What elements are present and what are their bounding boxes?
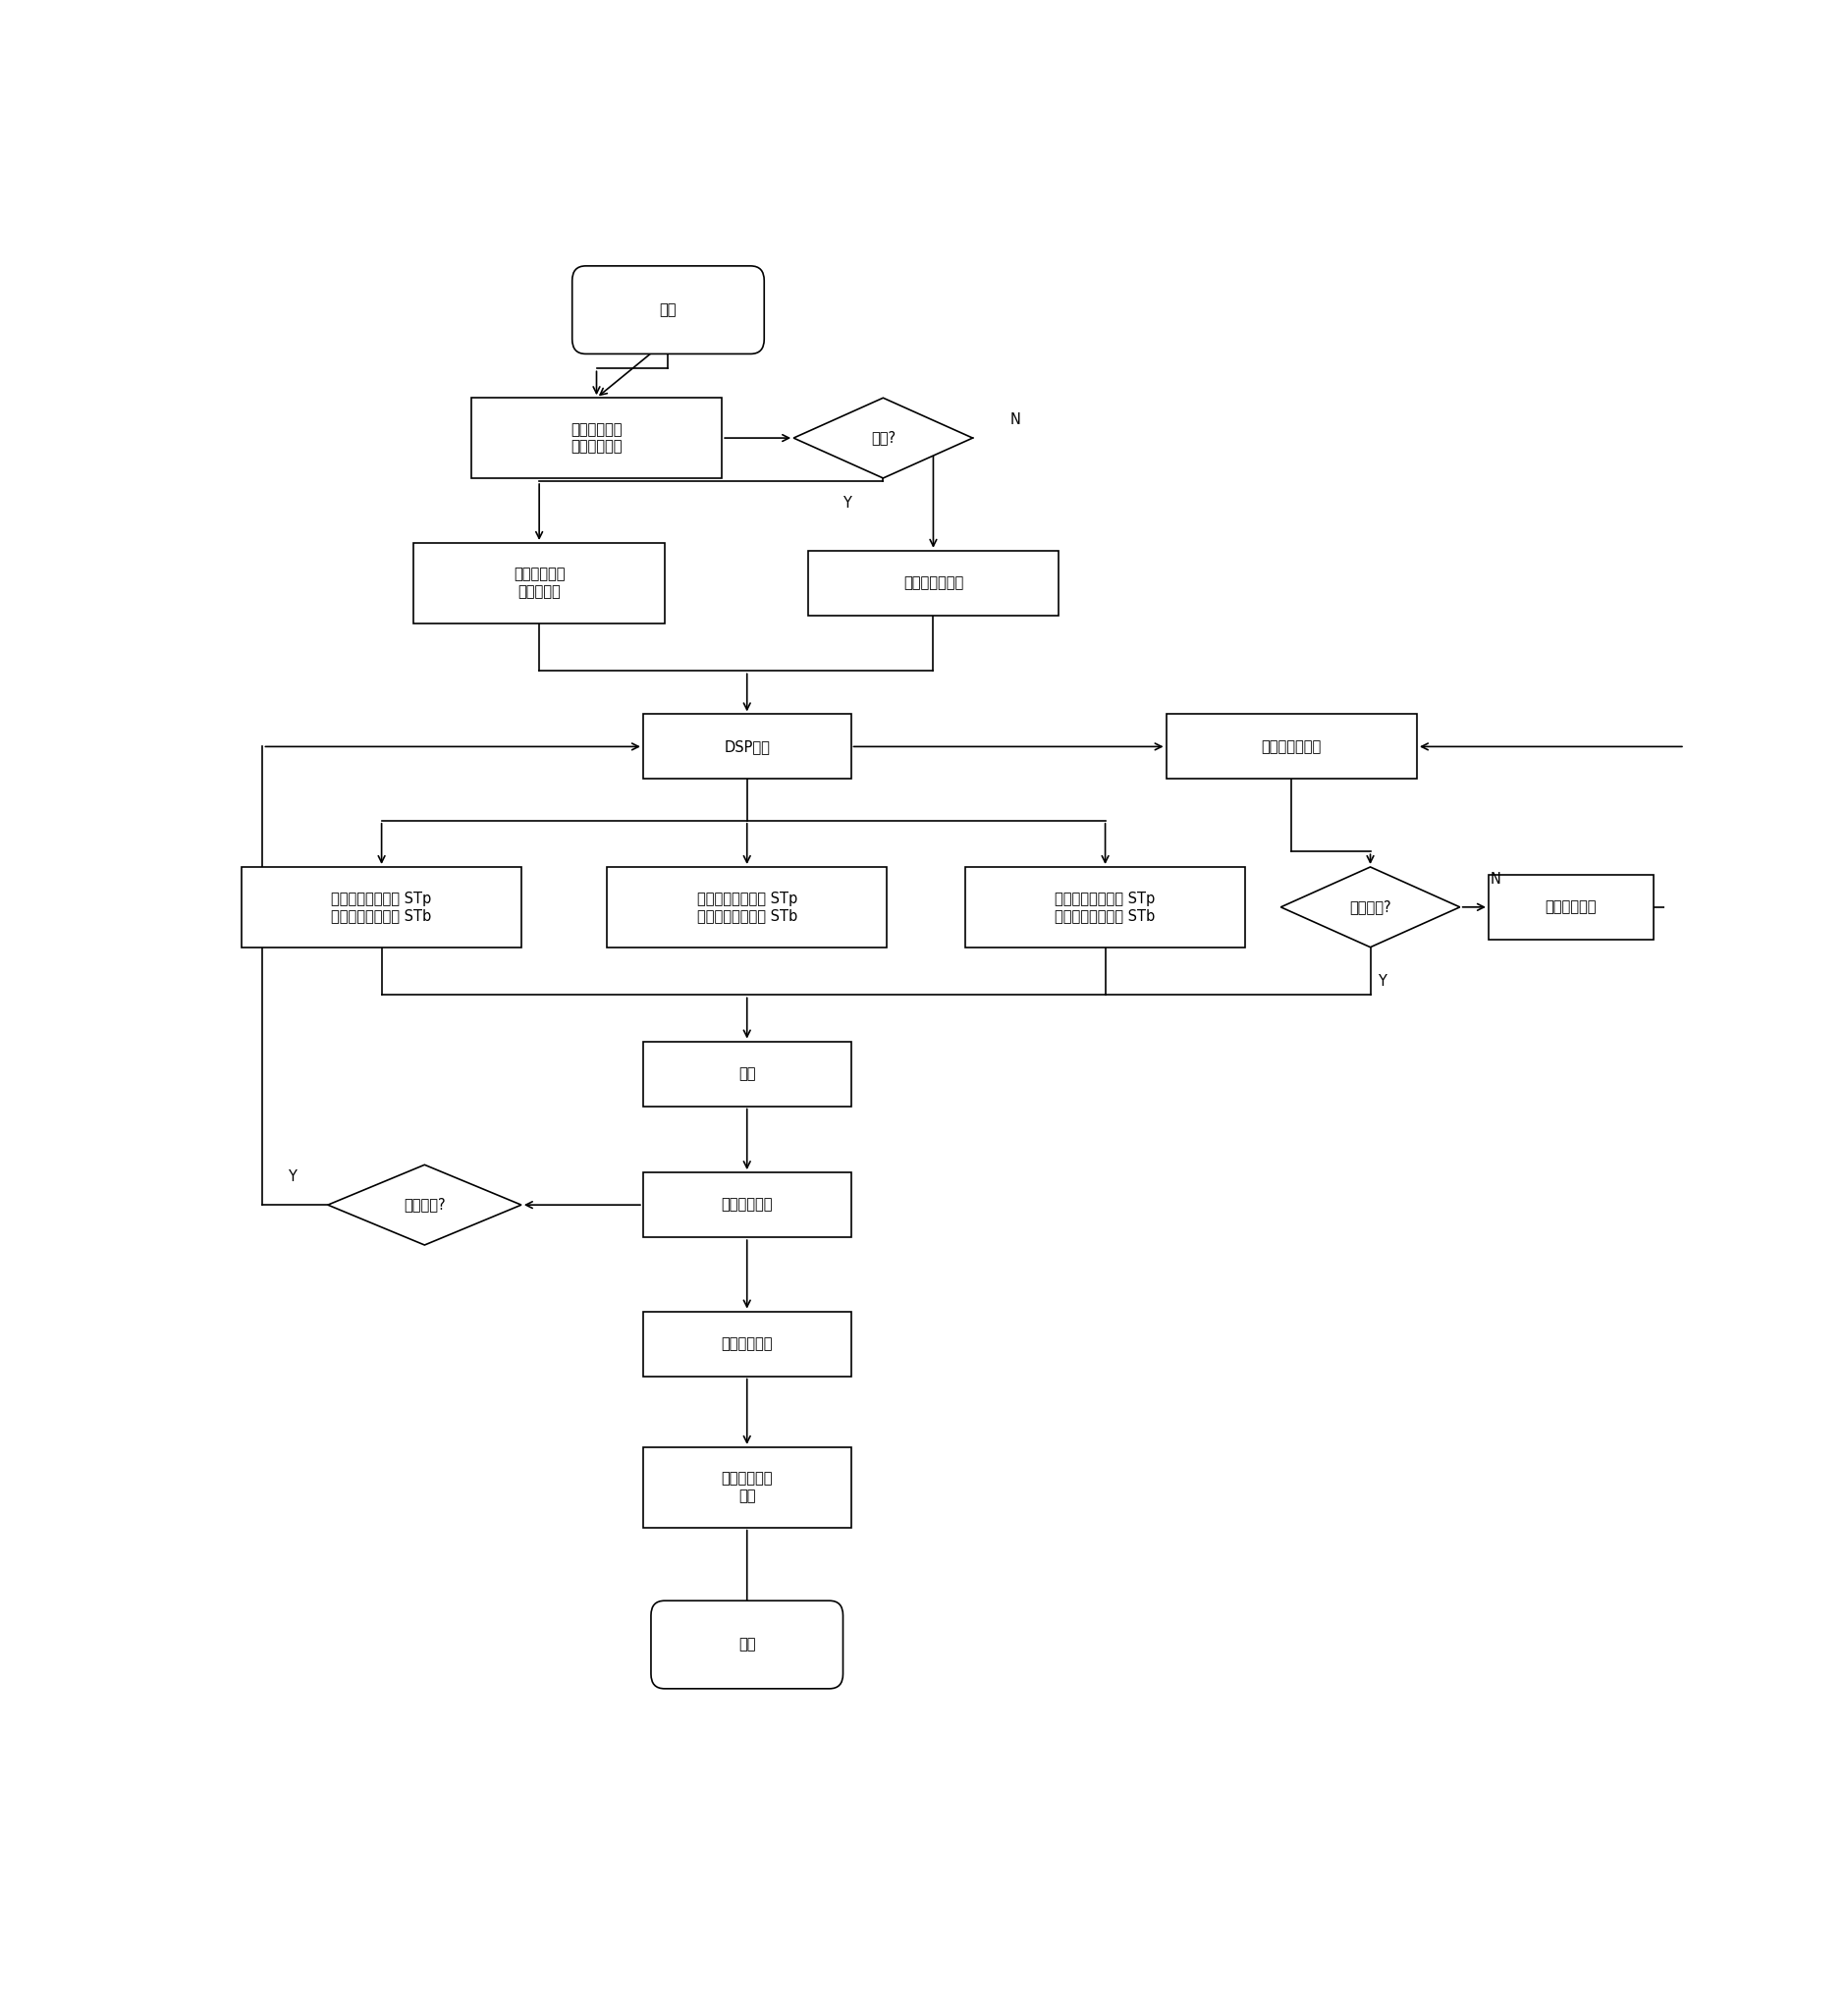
- Text: 发出焊接结束
信号: 发出焊接结束 信号: [721, 1471, 772, 1503]
- Bar: [808, 551, 1059, 615]
- Text: 结束: 结束: [737, 1637, 756, 1651]
- Bar: [1166, 713, 1416, 780]
- Text: Y: Y: [288, 1170, 296, 1184]
- Text: 正常焊接状态: 正常焊接状态: [721, 1198, 772, 1212]
- Bar: [965, 868, 1244, 948]
- Text: N: N: [1489, 872, 1501, 886]
- FancyBboxPatch shape: [650, 1601, 843, 1689]
- Text: 选择焊接方法
确定焊接参数: 选择焊接方法 确定焊接参数: [571, 423, 623, 453]
- Text: 微调送丝速度: 微调送丝速度: [1545, 900, 1597, 914]
- Text: 起弧: 起弧: [737, 1066, 756, 1080]
- Bar: [414, 543, 663, 623]
- Bar: [643, 1311, 850, 1377]
- Bar: [242, 868, 521, 948]
- Bar: [1488, 874, 1652, 940]
- Text: DSP运算: DSP运算: [724, 739, 769, 754]
- Text: 送丝机电流给定: 送丝机电流给定: [902, 575, 963, 591]
- Bar: [471, 399, 721, 479]
- FancyBboxPatch shape: [571, 267, 763, 355]
- Text: 数字化面板设
定焊接电流: 数字化面板设 定焊接电流: [514, 567, 565, 599]
- Polygon shape: [327, 1164, 521, 1244]
- Text: 一元化送丝速度: 一元化送丝速度: [1260, 739, 1321, 754]
- Text: 收弧填坑削球: 收弧填坑削球: [721, 1337, 772, 1351]
- Polygon shape: [793, 399, 972, 479]
- Text: 开始: 开始: [660, 303, 676, 317]
- Text: 强脉冲群峰值电流 STp
弱脉冲群峰值电流 STb: 强脉冲群峰值电流 STp 弱脉冲群峰值电流 STb: [1055, 892, 1155, 924]
- Text: 远控?: 远控?: [870, 431, 894, 445]
- Text: Y: Y: [1377, 974, 1386, 988]
- Polygon shape: [1281, 868, 1460, 948]
- Text: 匹配得当?: 匹配得当?: [1349, 900, 1390, 914]
- Text: N: N: [1009, 413, 1020, 427]
- Bar: [643, 1447, 850, 1527]
- Bar: [643, 1172, 850, 1236]
- Text: 强脉冲群峰值电流 STp
弱脉冲群峰值电流 STb: 强脉冲群峰值电流 STp 弱脉冲群峰值电流 STb: [697, 892, 796, 924]
- Text: Y: Y: [843, 495, 852, 511]
- Bar: [606, 868, 887, 948]
- Text: 弧压过高?: 弧压过高?: [403, 1198, 445, 1212]
- Bar: [643, 1042, 850, 1106]
- Bar: [643, 713, 850, 780]
- Text: 强脉冲群峰值电流 STp
弱脉冲群峰值电流 STb: 强脉冲群峰值电流 STp 弱脉冲群峰值电流 STb: [331, 892, 432, 924]
